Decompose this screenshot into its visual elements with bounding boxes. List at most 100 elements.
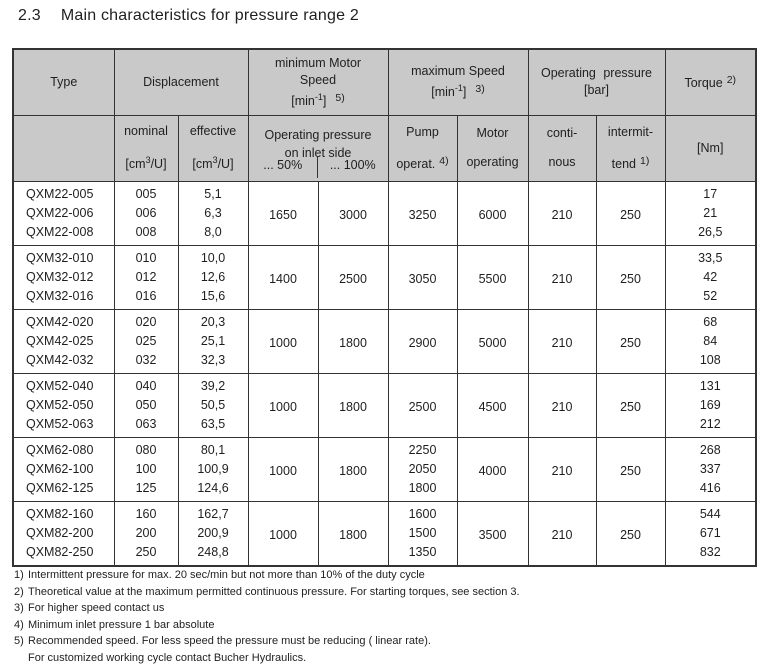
continuous-pressure-cell: 210 <box>527 308 597 373</box>
op-pressure-unit: [bar] <box>583 83 609 98</box>
nominal-cell: 008 <box>113 223 179 245</box>
effective-cell: 12,6 <box>177 266 249 288</box>
continuous-pressure-cell: 210 <box>527 436 597 501</box>
table-row: QXM42-025 025 25,1 84 <box>12 330 757 352</box>
motor-speed-cell: 5500 <box>456 244 529 309</box>
torque-cell: 212 <box>664 415 757 437</box>
effective-cell: 248,8 <box>177 543 249 566</box>
footnotes: 1) Intermittent pressure for max. 20 sec/… <box>14 567 520 666</box>
nominal-cell: 160 <box>113 500 179 523</box>
min-speed-100-cell: 3000 <box>317 180 389 245</box>
nominal-cell: 050 <box>113 394 179 416</box>
min-speed-100-cell: 1800 <box>317 372 389 437</box>
min-speed-100-cell: 1800 <box>317 308 389 373</box>
table-row: QXM52-063 063 63,5 212 <box>12 415 757 437</box>
type-cell: QXM62-125 <box>12 479 115 501</box>
type-cell: QXM62-080 <box>12 436 115 459</box>
footnote-2: 2) Theoretical value at the maximum permi… <box>14 585 520 598</box>
torque-cell: 131 <box>664 372 757 395</box>
max-speed-unit: [min-1] 3) <box>431 83 485 100</box>
inlet-pressure-split: ... 50% ... 100% <box>249 155 388 178</box>
effective-cell: 6,3 <box>177 202 249 224</box>
torque-cell: 33,5 <box>664 244 757 267</box>
type-cell: QXM52-050 <box>12 394 115 416</box>
table-row: QXM62-125 125 124,6 1800 416 <box>12 479 757 501</box>
nominal-cell: 032 <box>113 351 179 373</box>
type-cell: QXM32-010 <box>12 244 115 267</box>
torque-cell: 84 <box>664 330 757 352</box>
type-cell: QXM32-012 <box>12 266 115 288</box>
nominal-cell: 080 <box>113 436 179 459</box>
displacement-header-label: Displacement <box>143 74 219 89</box>
inlet-pressure-header: Operating pressure on inlet side ... 50%… <box>247 114 389 182</box>
torque-cell: 544 <box>664 500 757 523</box>
nominal-cell: 100 <box>113 458 179 480</box>
motor-speed-cell: 4500 <box>456 372 529 437</box>
min-speed-line1: minimum Motor <box>274 55 362 70</box>
inlet-50-label: ... 50% <box>249 155 318 178</box>
torque-cell: 671 <box>664 522 757 544</box>
table-row: QXM32-010 010 10,0 1400 2500 3050 5500 2… <box>12 244 757 309</box>
page-title: 2.3 Main characteristics for pressure ran… <box>18 7 359 25</box>
footnote-ref-5: 5) <box>335 91 345 104</box>
table-group-qxm42: QXM42-020 020 20,3 1000 1800 2900 5000 2… <box>12 308 757 373</box>
effective-cell: 25,1 <box>177 330 249 352</box>
footnote-ref-2: 2) <box>726 74 737 87</box>
continuous-pressure-cell: 210 <box>527 372 597 437</box>
intermittent-header: intermit- tend 1) <box>595 114 666 182</box>
torque-cell: 832 <box>664 543 757 566</box>
op-pressure-line1: Operating pressure <box>540 66 652 81</box>
table-group-qxm62: QXM62-080 080 80,1 1000 1800 2250 4000 2… <box>12 436 757 501</box>
effective-cell: 32,3 <box>177 351 249 373</box>
torque-cell: 17 <box>664 180 757 203</box>
pump-speed-cell: 1800 <box>387 479 458 501</box>
min-speed-50-cell: 1000 <box>247 436 319 501</box>
footnote-3: 3) For higher speed contact us <box>14 602 165 614</box>
effective-cell: 124,6 <box>177 479 249 501</box>
pump-operation-header: Pump operat. 4) <box>387 114 458 182</box>
min-speed-50-cell: 1000 <box>247 500 319 566</box>
inlet-100-label: ... 100% <box>329 157 376 172</box>
nominal-unit: [cm3/U] <box>125 155 167 171</box>
max-speed-line1: maximum Speed <box>411 64 505 79</box>
nominal-cell: 040 <box>113 372 179 395</box>
continuous-header: conti- nous <box>527 114 597 182</box>
min-speed-50-cell: 1400 <box>247 244 319 309</box>
motor-speed-cell: 4000 <box>456 436 529 501</box>
torque-header: Torque 2) <box>664 48 757 116</box>
table-row: QXM22-005 005 5,1 1650 3000 3250 6000 21… <box>12 180 757 245</box>
continuous-pressure-cell: 210 <box>527 500 597 566</box>
type-header: Type <box>12 48 115 116</box>
characteristics-table: Type Displacement minimum Motor Speed [m… <box>12 48 757 567</box>
min-speed-50-cell: 1000 <box>247 308 319 373</box>
continuous-pressure-cell: 210 <box>527 244 597 309</box>
table-row: QXM62-080 080 80,1 1000 1800 2250 4000 2… <box>12 436 757 501</box>
min-speed-unit: [min-1] 5) <box>291 91 345 108</box>
inlet-pressure-label: Operating pressure on inlet side <box>264 127 372 160</box>
nominal-cell: 016 <box>113 287 179 309</box>
table-row: QXM62-100 100 100,9 2050 337 <box>12 458 757 480</box>
effective-cell: 162,7 <box>177 500 249 523</box>
nominal-header: nominal [cm3/U] <box>113 114 179 182</box>
torque-cell: 337 <box>664 458 757 480</box>
table-row: QXM52-050 050 50,5 169 <box>12 394 757 416</box>
torque-cell: 268 <box>664 436 757 459</box>
nominal-cell: 250 <box>113 543 179 566</box>
type-cell: QXM22-008 <box>12 223 115 245</box>
effective-cell: 10,0 <box>177 244 249 267</box>
table-row: QXM42-020 020 20,3 1000 1800 2900 5000 2… <box>12 308 757 373</box>
table-header: Type Displacement minimum Motor Speed [m… <box>12 48 757 182</box>
intermittent-pressure-cell: 250 <box>595 372 666 437</box>
torque-cell: 416 <box>664 479 757 501</box>
torque-cell: 169 <box>664 394 757 416</box>
table-row: QXM22-006 006 6,3 21 <box>12 202 757 224</box>
nominal-cell: 005 <box>113 180 179 203</box>
pump-line2: operat. 4) <box>396 154 449 171</box>
effective-unit: [cm3/U] <box>192 155 234 171</box>
effective-cell: 20,3 <box>177 308 249 331</box>
table-group-qxm22: QXM22-005 005 5,1 1650 3000 3250 6000 21… <box>12 180 757 245</box>
footnote-ref-4: 4) <box>439 154 449 167</box>
effective-cell: 15,6 <box>177 287 249 309</box>
type-header-spacer <box>12 114 115 182</box>
type-header-label: Type <box>50 74 78 89</box>
